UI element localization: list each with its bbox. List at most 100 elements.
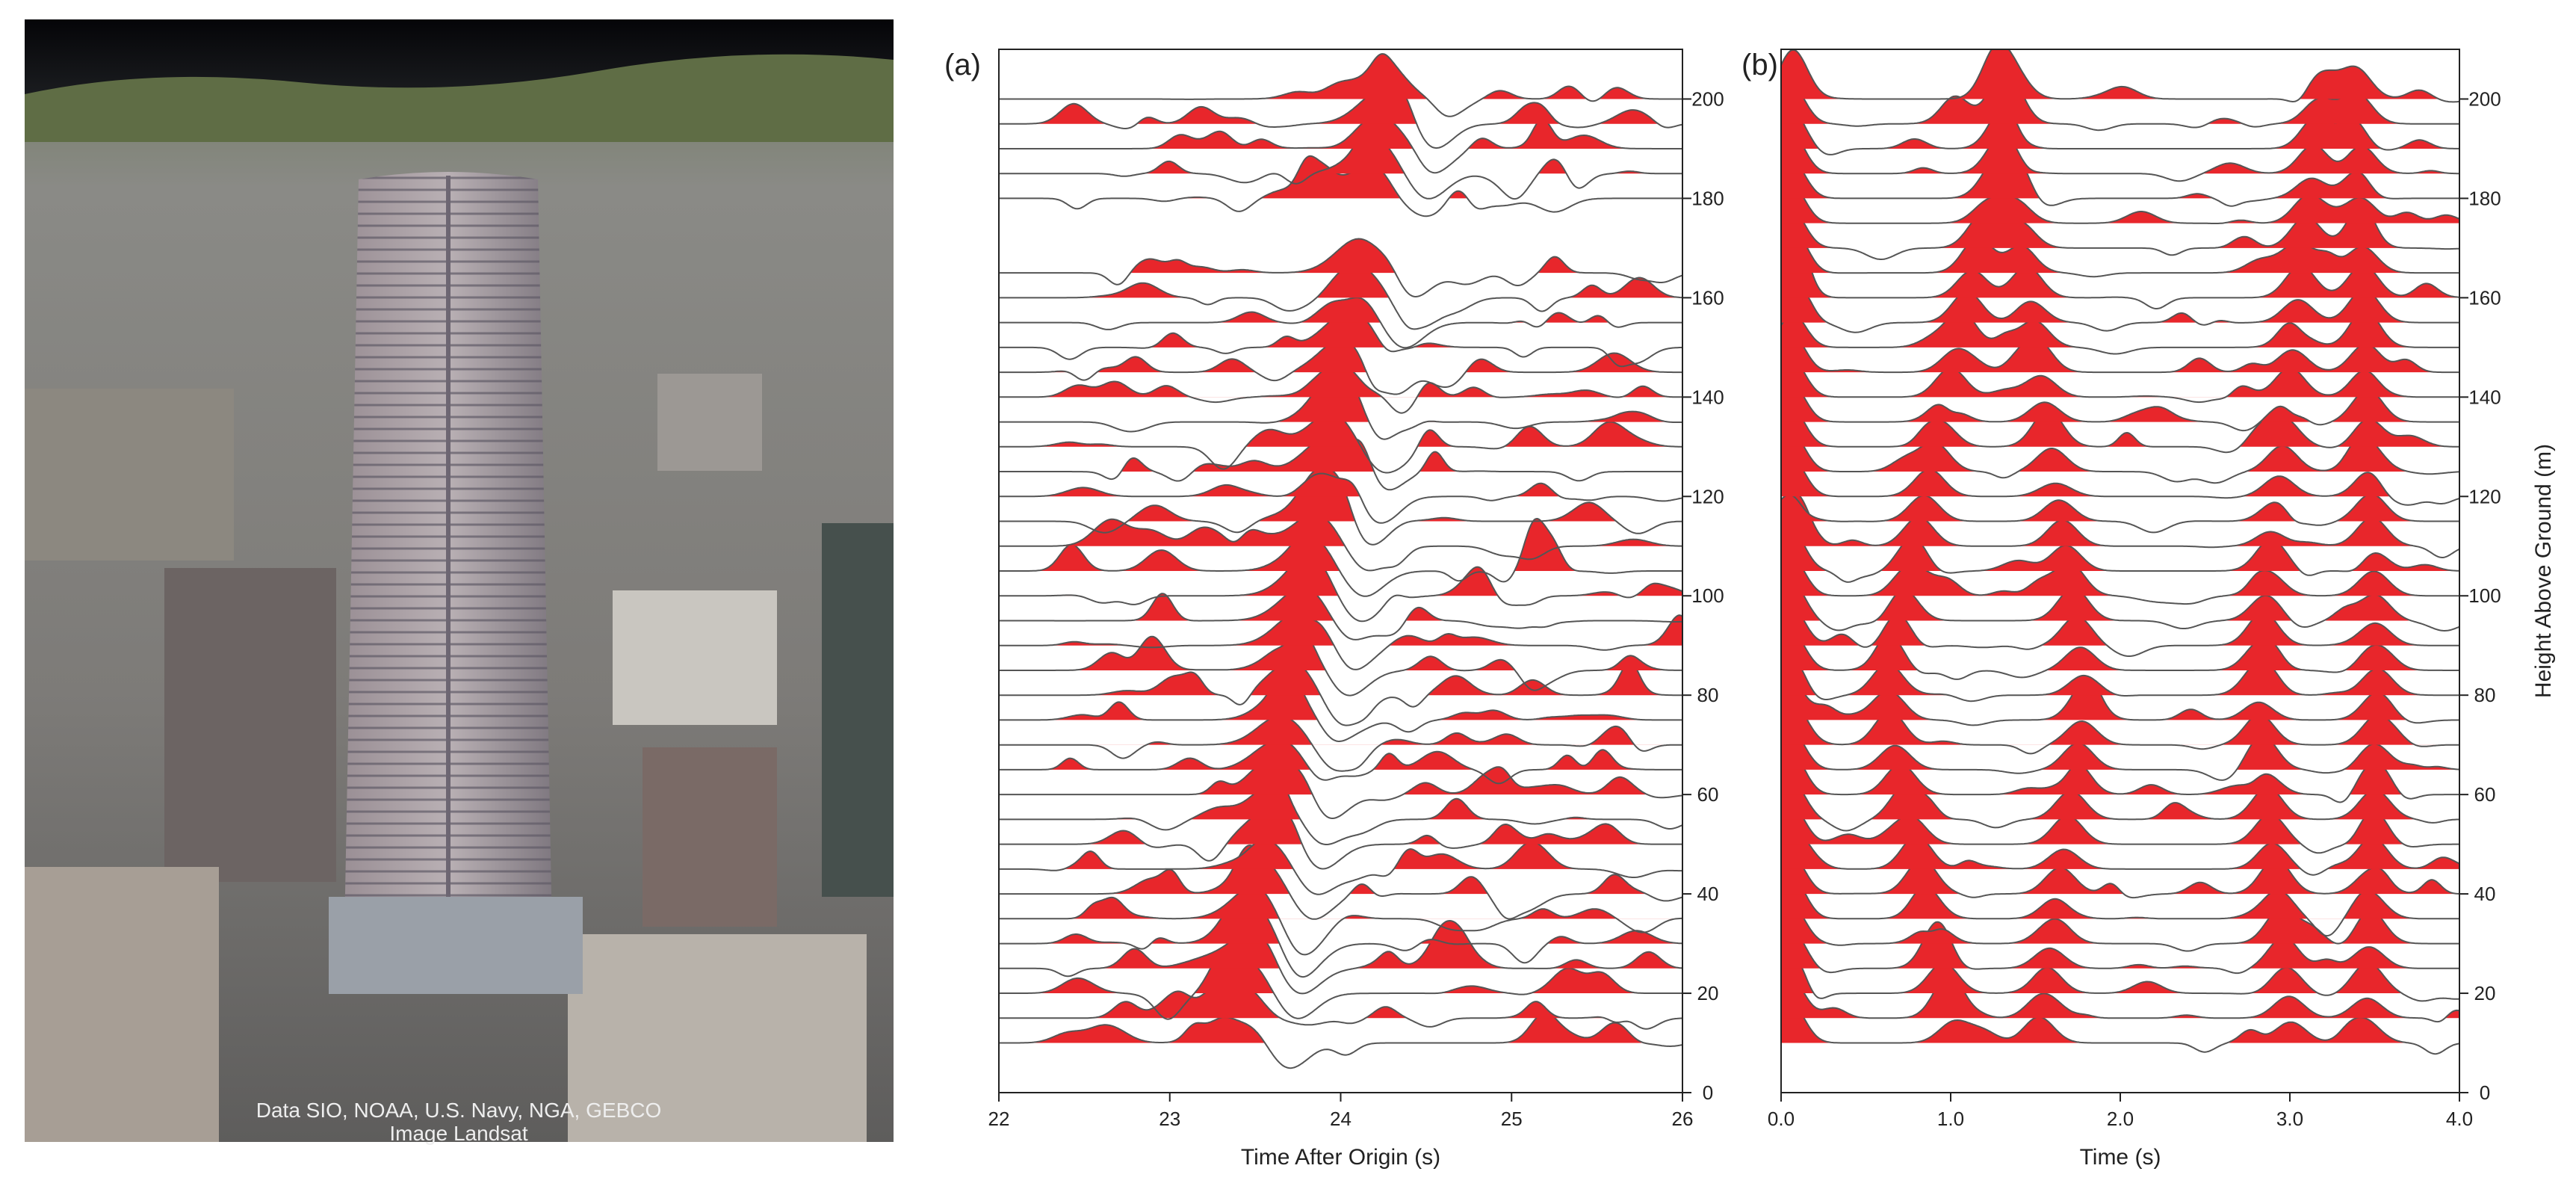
trace-fill	[1781, 827, 2459, 869]
trace-fill	[1781, 408, 2459, 447]
traces	[999, 53, 1682, 1069]
trace-fill	[1781, 203, 2459, 248]
trace	[1781, 309, 2459, 355]
x-tick-label: 3.0	[2276, 1108, 2303, 1130]
trace	[999, 919, 1682, 995]
trace	[999, 586, 1682, 640]
trace-fill	[999, 413, 1682, 447]
y-tick-label: 0	[1703, 1081, 1713, 1104]
trace	[1781, 146, 2459, 207]
y-tick-label: 120	[1691, 485, 1724, 507]
trace-fill	[1781, 239, 2459, 298]
trace	[999, 114, 1682, 174]
trace-fill	[1781, 282, 2459, 323]
trace-fill	[1781, 229, 2459, 274]
x-tick-label: 26	[1672, 1108, 1694, 1130]
trace	[999, 757, 1682, 820]
trace-fill	[1781, 383, 2459, 422]
y-tick-label: 140	[2468, 386, 2501, 408]
y-tick-label: 80	[1697, 684, 1719, 706]
trace-fill	[999, 809, 1682, 845]
trace-fill	[1781, 1004, 2459, 1043]
trace-fill	[1781, 606, 2459, 646]
y-tick-label: 100	[1691, 584, 1724, 607]
trace-fill	[999, 339, 1682, 373]
trace-fill	[1781, 493, 2459, 522]
trace-fill	[999, 740, 1682, 770]
trace	[1781, 125, 2459, 182]
trace-fill	[999, 716, 1682, 745]
x-tick-label: 4.0	[2446, 1108, 2473, 1130]
trace	[1781, 281, 2459, 333]
trace	[999, 53, 1682, 117]
trace	[999, 773, 1682, 845]
trace	[999, 513, 1682, 572]
panel-label: (a)	[944, 49, 981, 81]
trace	[999, 297, 1682, 349]
x-tick-label: 25	[1501, 1108, 1523, 1130]
trace-fill	[999, 519, 1682, 571]
x-tick-label: 24	[1330, 1108, 1352, 1130]
trace-fill	[1781, 702, 2459, 745]
trace	[999, 1011, 1682, 1069]
trace-fill	[999, 774, 1682, 820]
y-tick-label: 100	[2468, 584, 2501, 607]
trace-fill	[999, 661, 1682, 696]
trace	[1781, 854, 2459, 899]
trace	[1781, 827, 2459, 876]
trace-fill	[999, 921, 1682, 969]
trace	[1781, 183, 2459, 224]
trace-fill	[1781, 657, 2459, 696]
trace-fill	[999, 473, 1682, 497]
y-tick-label: 80	[2474, 684, 2496, 706]
trace-fill	[999, 155, 1682, 199]
y-tick-label: 0	[2480, 1081, 2490, 1104]
x-tick-label: 22	[988, 1108, 1010, 1130]
trace	[1781, 493, 2459, 534]
trace-fill	[999, 893, 1682, 944]
x-tick-label: 23	[1159, 1108, 1180, 1130]
trace	[999, 892, 1682, 978]
y-tick-label: 40	[1697, 883, 1719, 905]
trace-fill	[999, 758, 1682, 795]
trace-fill	[1781, 954, 2459, 994]
trace-fill	[999, 839, 1682, 869]
trace	[999, 739, 1682, 785]
trace-fill	[999, 238, 1682, 274]
trace	[999, 667, 1682, 743]
trace	[1781, 382, 2459, 432]
trace-fill	[1781, 921, 2459, 969]
trace-fill	[1781, 49, 2459, 99]
trace	[999, 715, 1682, 772]
trace	[1781, 407, 2459, 454]
trace	[1781, 457, 2459, 506]
trace-fill	[1781, 433, 2459, 472]
trace	[1781, 492, 2459, 558]
x-axis-title: Time After Origin (s)	[1241, 1145, 1440, 1170]
trace-fill	[1781, 855, 2459, 895]
trace	[1781, 556, 2459, 605]
trace-fill	[1781, 581, 2459, 621]
trace	[999, 552, 1682, 623]
trace-fill	[1781, 106, 2459, 149]
trace-fill	[1781, 333, 2459, 373]
trace-fill	[999, 587, 1682, 621]
trace-fill	[999, 311, 1682, 348]
trace	[1781, 877, 2459, 937]
trace	[1781, 730, 2459, 781]
trace	[1781, 581, 2459, 632]
trace-fill	[1781, 676, 2459, 720]
trace-fill	[999, 629, 1682, 670]
trace-fill	[999, 54, 1682, 99]
trace	[1781, 1003, 2459, 1055]
trace-fill	[1781, 752, 2459, 795]
trace	[999, 808, 1682, 870]
x-tick-label: 1.0	[1937, 1108, 1964, 1130]
traces	[1781, 49, 2459, 1055]
trace-fill	[999, 948, 1682, 994]
trace	[999, 238, 1682, 298]
trace	[999, 628, 1682, 697]
trace	[999, 845, 1682, 920]
trace-fill	[1781, 184, 2459, 223]
